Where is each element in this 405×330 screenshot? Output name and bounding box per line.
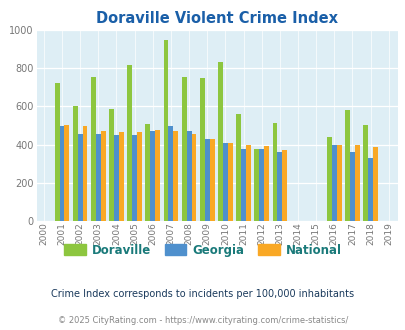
Bar	[60, 126, 64, 221]
Bar	[264, 147, 269, 221]
Bar	[109, 109, 114, 221]
Bar	[127, 65, 132, 221]
Bar	[281, 150, 286, 221]
Bar	[181, 77, 186, 221]
Bar	[277, 152, 281, 221]
Bar	[155, 130, 160, 221]
Bar	[191, 134, 196, 221]
Bar	[72, 106, 77, 221]
Bar	[272, 122, 277, 221]
Bar	[119, 132, 124, 221]
Bar	[227, 143, 232, 221]
Bar	[241, 149, 245, 221]
Bar	[362, 125, 367, 221]
Bar	[186, 131, 191, 221]
Bar	[77, 134, 82, 221]
Title: Doraville Violent Crime Index: Doraville Violent Crime Index	[96, 11, 337, 26]
Bar	[349, 152, 354, 221]
Bar	[91, 77, 96, 221]
Bar	[173, 131, 178, 221]
Bar	[217, 62, 222, 221]
Bar	[163, 40, 168, 221]
Bar	[259, 149, 264, 221]
Text: Crime Index corresponds to incidents per 100,000 inhabitants: Crime Index corresponds to incidents per…	[51, 289, 354, 299]
Bar	[150, 131, 155, 221]
Bar	[82, 126, 87, 221]
Bar	[367, 158, 372, 221]
Bar	[100, 131, 105, 221]
Bar	[209, 139, 214, 221]
Bar	[204, 139, 209, 221]
Bar	[145, 124, 150, 221]
Bar	[199, 78, 204, 221]
Bar	[245, 146, 250, 221]
Bar	[55, 83, 60, 221]
Bar	[354, 146, 359, 221]
Bar	[344, 110, 349, 221]
Bar	[114, 135, 119, 221]
Bar	[64, 125, 69, 221]
Bar	[331, 145, 336, 221]
Bar	[132, 135, 137, 221]
Bar	[137, 132, 142, 221]
Bar	[372, 148, 377, 221]
Bar	[236, 114, 241, 221]
Bar	[222, 143, 227, 221]
Bar	[96, 134, 100, 221]
Bar	[254, 149, 259, 221]
Legend: Doraville, Georgia, National: Doraville, Georgia, National	[60, 239, 345, 261]
Bar	[168, 126, 173, 221]
Bar	[336, 146, 341, 221]
Bar	[326, 137, 331, 221]
Text: © 2025 CityRating.com - https://www.cityrating.com/crime-statistics/: © 2025 CityRating.com - https://www.city…	[58, 316, 347, 325]
